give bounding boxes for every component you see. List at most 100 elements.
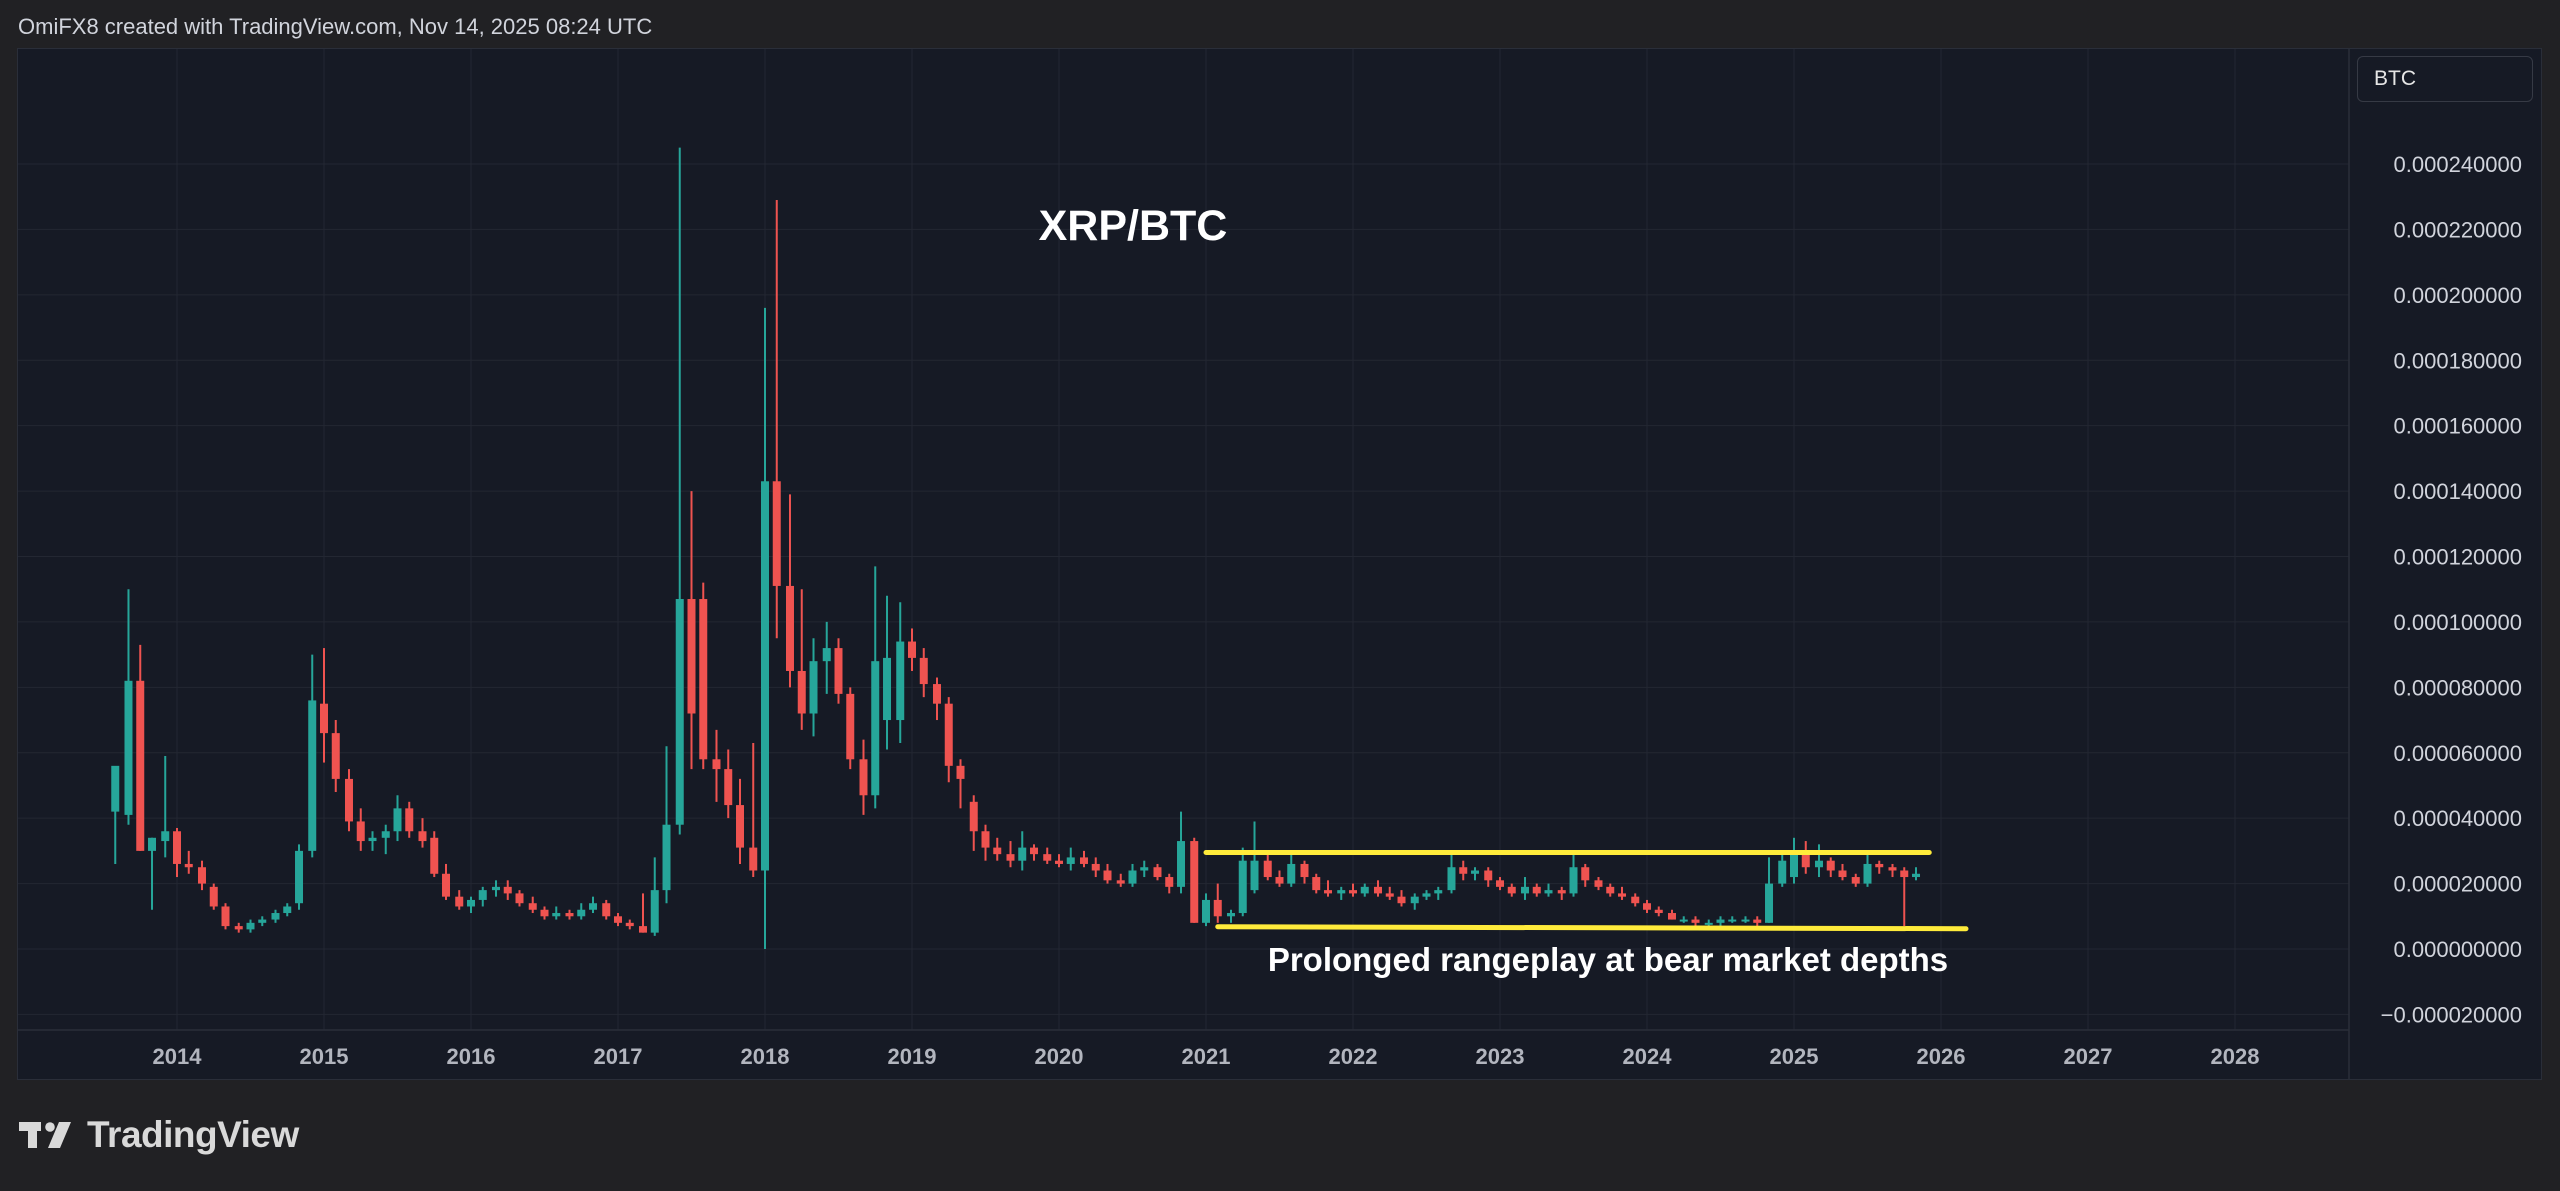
price-tick-label: 0.000100000 — [2394, 610, 2522, 635]
candle — [944, 697, 953, 783]
candle — [1741, 916, 1750, 923]
candle — [687, 491, 696, 770]
candle-body — [1128, 870, 1137, 884]
candle — [148, 837, 157, 910]
price-tick-label: 0.000080000 — [2394, 675, 2522, 700]
candle — [1373, 880, 1382, 897]
candle — [1287, 850, 1296, 887]
price-tick-label: 0.000040000 — [2394, 806, 2522, 831]
time-tick-label: 2026 — [1917, 1044, 1966, 1069]
time-tick-label: 2023 — [1476, 1044, 1525, 1069]
candle-body — [234, 926, 243, 930]
candle — [1594, 877, 1603, 891]
price-tick-label: 0.000220000 — [2394, 217, 2522, 242]
candle-body — [1275, 877, 1284, 884]
candle-body — [944, 703, 953, 766]
time-tick-label: 2028 — [2211, 1044, 2260, 1069]
candle — [1875, 860, 1884, 874]
candle — [662, 746, 671, 904]
candle — [1337, 886, 1346, 900]
chart-frame — [17, 48, 2542, 1080]
candle-body — [1079, 857, 1088, 864]
candle-body — [1177, 841, 1186, 887]
candle — [124, 589, 133, 825]
candle-body — [908, 641, 916, 658]
time-tick-label: 2016 — [447, 1044, 496, 1069]
candle-body — [271, 913, 280, 920]
price-tick-label: 0.000200000 — [2394, 283, 2522, 308]
candle-body — [111, 765, 120, 812]
candle-body — [1190, 841, 1199, 923]
candle-body — [577, 909, 586, 917]
candle — [1544, 883, 1553, 897]
candle — [699, 582, 708, 770]
candle-body — [258, 919, 267, 923]
candle — [503, 880, 512, 900]
candle — [1312, 873, 1321, 894]
candle-body — [221, 906, 230, 927]
candle-body — [859, 759, 868, 796]
tradingview-logo-icon — [19, 1122, 71, 1148]
candle — [1300, 860, 1309, 884]
candle-body — [896, 641, 905, 721]
candle-body — [1778, 860, 1787, 884]
candle — [540, 906, 549, 920]
candle-body — [1300, 863, 1309, 878]
candle-body — [638, 926, 647, 933]
candle — [1790, 837, 1798, 884]
candle-body — [1447, 867, 1456, 891]
candle — [1190, 837, 1199, 923]
candle-body — [662, 824, 671, 891]
candle — [136, 644, 145, 851]
candle-body — [1066, 857, 1075, 864]
candle — [1250, 821, 1259, 894]
price-tick-label: 0.000120000 — [2394, 545, 2522, 570]
tradingview-logo[interactable]: TradingView — [19, 1114, 299, 1156]
candle-body — [1814, 860, 1823, 868]
candle-body — [589, 903, 598, 910]
candle-body — [956, 765, 965, 779]
candle-body — [1250, 860, 1259, 891]
candle — [418, 818, 427, 848]
candle-body — [1030, 847, 1039, 855]
candle-body — [1716, 919, 1725, 923]
candle-body — [687, 599, 696, 714]
candle-body — [565, 913, 574, 917]
time-tick-label: 2021 — [1182, 1044, 1231, 1069]
tradingview-wordmark: TradingView — [87, 1114, 299, 1155]
candle — [308, 654, 317, 858]
candle-body — [1606, 886, 1615, 894]
candle — [846, 687, 855, 770]
candle — [442, 863, 451, 900]
symbol-label[interactable]: BTC — [2357, 56, 2533, 102]
candle — [1851, 873, 1860, 887]
candle-body — [1385, 893, 1394, 897]
candle-body — [184, 863, 193, 868]
candle-body — [1631, 896, 1640, 904]
candle — [1385, 886, 1394, 900]
candle-body — [1484, 870, 1493, 881]
candle-body — [1337, 890, 1346, 894]
price-tick-label: 0.000180000 — [2394, 348, 2522, 373]
candle-body — [1238, 860, 1247, 914]
candle — [822, 621, 831, 694]
candle — [1667, 909, 1676, 920]
candle-body — [1422, 893, 1431, 897]
candle-body — [1838, 870, 1847, 878]
candle-body — [1397, 896, 1406, 904]
candle-body — [283, 906, 292, 914]
candle-body — [1055, 860, 1063, 864]
range-annotations — [1203, 850, 1969, 932]
candle-body — [1912, 873, 1921, 878]
candle-body — [1643, 903, 1651, 910]
candle-body — [1790, 850, 1798, 878]
candle — [797, 589, 806, 730]
candle-body — [320, 703, 328, 734]
candle-series — [111, 147, 1921, 949]
candle — [1030, 844, 1039, 861]
candle — [602, 899, 611, 920]
candle — [1140, 860, 1149, 878]
candle — [614, 913, 622, 927]
candle — [932, 677, 941, 721]
